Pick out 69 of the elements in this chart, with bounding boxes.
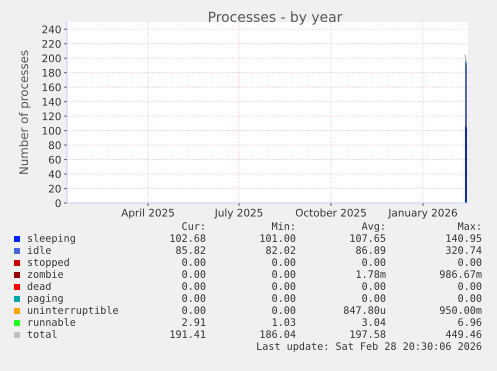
legend-label: uninterruptible: [28, 306, 118, 316]
text: 847.80u: [344, 306, 386, 314]
text: 0.00: [182, 294, 206, 302]
text: 320.74: [446, 246, 482, 254]
legend-label: dead: [28, 282, 50, 290]
text: 0.00: [272, 282, 296, 290]
y-tick-label: 80: [48, 141, 61, 150]
x-tick-label: July 2025: [214, 208, 262, 219]
x-tick-label: October 2025: [296, 208, 366, 217]
text: 0.00: [458, 282, 482, 290]
text: 102.68: [170, 234, 206, 242]
text: Last update: Sat Feb 28 20:30:06 2026: [257, 342, 482, 352]
y-tick-label: 100: [42, 126, 61, 135]
text: 197.58: [350, 330, 386, 338]
y-tick-label: 20: [48, 184, 61, 193]
x-tick-label: January 2026: [388, 208, 457, 219]
y-tick-label: 120: [42, 112, 61, 120]
text: 0.00: [182, 282, 206, 290]
text: 140.95: [446, 234, 482, 242]
text: 1.03: [272, 318, 296, 326]
y-tick-label: 60: [48, 156, 61, 164]
y-tick-label: 180: [42, 68, 61, 77]
text: 3.04: [362, 318, 386, 326]
text: 0.00: [182, 258, 206, 266]
legend-label: total: [28, 330, 57, 338]
text: 2.91: [182, 318, 206, 326]
text: 85.82: [176, 246, 206, 254]
legend-label: zombie: [28, 270, 64, 278]
y-tick-label: 240: [42, 25, 61, 34]
text: 0.00: [272, 270, 296, 278]
y-tick-label: 140: [42, 98, 61, 106]
y-tick-label: 40: [48, 170, 61, 178]
text: 0.00: [362, 294, 386, 302]
y-tick-label: 160: [42, 83, 61, 92]
text: 0.00: [458, 258, 482, 266]
text: Max:: [458, 222, 480, 230]
text: 950.00m: [440, 306, 482, 314]
text: 6.96: [458, 318, 482, 326]
text: 1.78m: [356, 270, 386, 278]
text: 0.00: [272, 294, 296, 302]
text: 0.00: [272, 258, 296, 266]
text: 986.67m: [440, 270, 482, 278]
text: Avg:: [362, 222, 384, 232]
y-tick-label: 220: [42, 40, 61, 48]
text: 0.00: [458, 294, 482, 302]
text: 107.65: [350, 234, 386, 242]
legend-label: sleeping: [28, 234, 75, 244]
legend-label: runnable: [28, 318, 76, 326]
chart-title: Processes - by year: [208, 11, 342, 25]
y-tick-label: 0: [56, 199, 61, 208]
text: 0.00: [362, 282, 386, 290]
text: 0.00: [362, 258, 386, 266]
text: Cur:: [182, 222, 204, 230]
x-tick-label: April 2025: [121, 208, 174, 219]
legend-label: idle: [28, 246, 51, 254]
y-axis-title: Number of processes: [19, 50, 30, 174]
text: 101.00: [260, 234, 296, 242]
legend-label: paging: [28, 294, 63, 304]
text: 0.00: [182, 270, 206, 278]
text: 0.00: [272, 306, 296, 314]
text: 449.46: [446, 330, 482, 338]
text: 186.04: [260, 330, 296, 338]
text: 82.02: [266, 246, 296, 254]
text: 86.89: [356, 246, 386, 254]
legend-label: stopped: [28, 258, 69, 268]
text: Min:: [272, 222, 294, 230]
y-tick-label: 200: [42, 54, 61, 62]
text: 0.00: [182, 306, 206, 314]
text: 191.41: [170, 330, 206, 338]
